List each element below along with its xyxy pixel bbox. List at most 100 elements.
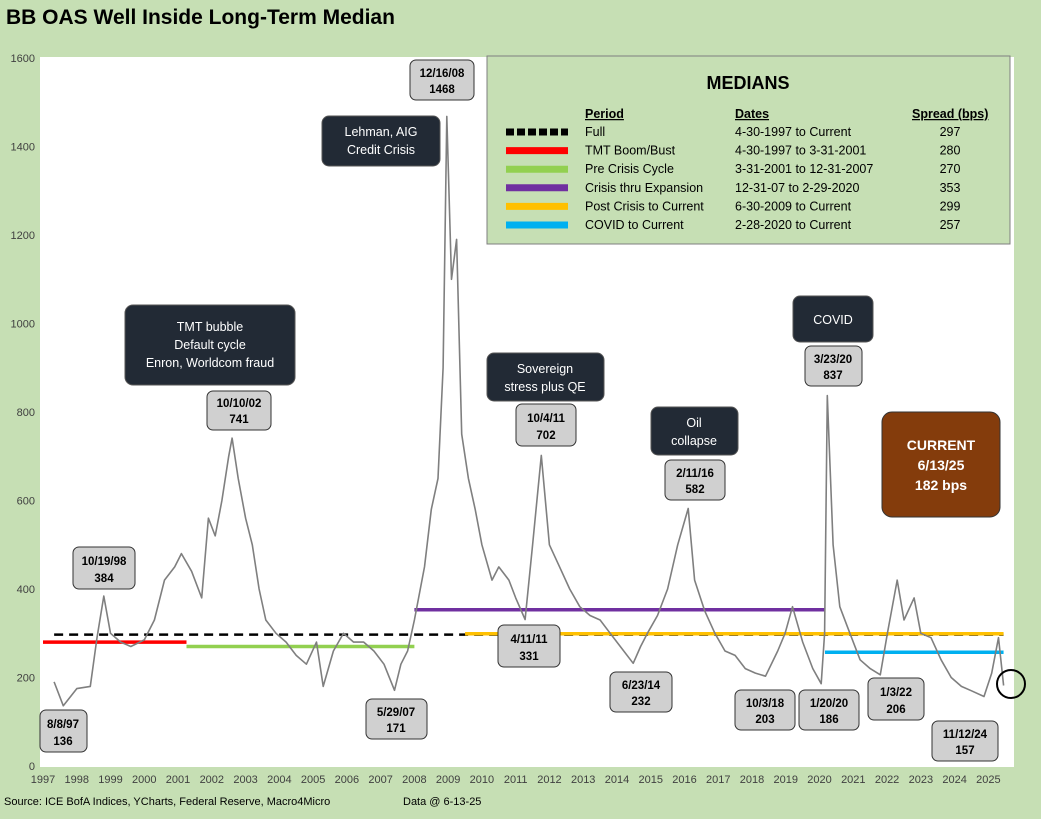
x-tick-label: 2017 [706,774,730,786]
point-label-box [39,709,88,753]
annotation-line: Default cycle [174,338,246,352]
legend-period: Post Crisis to Current [585,199,704,213]
point-label-1-3-22: 1/3/22 206 [867,677,925,721]
legend-spread: 297 [940,125,961,139]
point-label-date: 12/16/08 [420,68,465,80]
annotation-sovereign: Sovereign stress plus QE [486,352,605,402]
current-value: 182 bps [915,477,967,493]
point-label-value: 837 [823,370,842,382]
point-label-11-12-24: 11/12/24 157 [931,720,999,762]
legend-period: Crisis thru Expansion [585,181,703,195]
point-label-value: 582 [685,484,704,496]
current-marker-circle [996,669,1026,699]
point-label-5-29-07: 5/29/07 171 [365,698,428,740]
y-axis: 0 200 400 600 800 1000 1200 1400 1600 [11,53,35,773]
point-label-box [609,671,673,713]
bb-oas-series-line [53,115,1005,707]
legend-rows: Full 4-30-1997 to Current 297 TMT Boom/Bust… [506,125,960,232]
point-label-box [365,698,428,740]
x-tick-label: 2000 [132,774,156,786]
legend-dates: 3-31-2001 to 12-31-2007 [735,162,873,176]
legend-spread: 280 [940,144,961,158]
point-label-date: 10/19/98 [82,556,127,568]
x-tick-label: 2020 [807,774,831,786]
medians-legend: MEDIANS Period Dates Spread (bps) Full 4-… [486,55,1011,245]
point-label-date: 3/23/20 [814,354,852,366]
point-label-date: 10/3/18 [746,698,785,710]
annotation-line: Sovereign [517,362,573,376]
point-label-10-3-18: 10/3/18 203 [734,689,796,731]
point-label-date: 6/23/14 [622,680,661,692]
x-tick-label: 2023 [909,774,933,786]
legend-col-period: Period [585,107,624,121]
x-tick-label: 2018 [740,774,764,786]
point-label-box [206,390,272,431]
current-date: 6/13/25 [918,457,965,473]
current-box [881,411,1001,518]
annotation-box [650,406,739,456]
annotation-line: TMT bubble [177,320,244,334]
x-axis: 1997 1998 1999 2000 2001 2002 2003 2004 2005 2006… [31,774,1001,786]
point-label-10-10-02: 10/10/02 741 [206,390,272,431]
x-tick-label: 2014 [605,774,629,786]
point-label-10-4-11: 10/4/11 702 [515,403,577,447]
point-label-date: 10/4/11 [527,413,565,425]
point-label-date: 4/11/11 [510,634,548,646]
legend-period: TMT Boom/Bust [585,144,676,158]
annotation-line: collapse [671,434,717,448]
point-label-3-23-20: 3/23/20 837 [804,345,863,387]
annotation-line: stress plus QE [504,380,585,394]
annotation-box [321,115,441,167]
point-label-6-23-14: 6/23/14 232 [609,671,673,713]
point-label-1-20-20: 1/20/20 186 [798,689,860,731]
point-label-date: 5/29/07 [377,707,415,719]
x-tick-label: 2002 [200,774,224,786]
x-tick-label: 2015 [638,774,662,786]
annotation-line: Lehman, AIG [345,125,418,139]
legend-dates: 6-30-2009 to Current [735,199,852,213]
point-label-box [664,459,726,501]
data-date-note: Data @ 6-13-25 [403,796,482,808]
legend-spread: 270 [940,162,961,176]
annotation-box [486,352,605,402]
y-tick-label: 200 [17,673,35,685]
y-tick-label: 1400 [11,142,35,154]
legend-dates: 12-31-07 to 2-29-2020 [735,181,859,195]
x-tick-label: 2011 [504,774,528,786]
point-label-10-19-98: 10/19/98 384 [72,546,136,590]
point-label-value: 702 [536,430,555,442]
x-tick-label: 2006 [335,774,359,786]
y-tick-label: 800 [17,407,35,419]
point-label-4-11-11: 4/11/11 331 [497,624,561,668]
legend-dates: 2-28-2020 to Current [735,218,852,232]
x-tick-label: 1998 [65,774,89,786]
chart-title: BB OAS Well Inside Long-Term Median [6,6,395,29]
x-tick-label: 2009 [436,774,460,786]
annotation-line: COVID [813,313,853,327]
annotation-line: Oil [686,416,701,430]
legend-period: Full [585,125,605,139]
source-note: Source: ICE BofA Indices, YCharts, Feder… [4,796,331,808]
legend-spread: 299 [940,199,961,213]
annotation-lehman: Lehman, AIG Credit Crisis [321,115,441,167]
legend-dates: 4-30-1997 to Current [735,125,852,139]
point-label-box [497,624,561,668]
point-label-value: 171 [386,723,406,735]
point-label-date: 8/8/97 [47,719,79,731]
x-tick-label: 2001 [166,774,190,786]
x-tick-label: 2016 [672,774,696,786]
current-callout: CURRENT 6/13/25 182 bps [881,411,1001,518]
y-tick-label: 1000 [11,319,35,331]
x-tick-label: 2003 [233,774,257,786]
legend-col-dates: Dates [735,107,769,121]
x-tick-label: 1997 [31,774,55,786]
y-tick-label: 1200 [11,230,35,242]
annotation-line: Credit Crisis [347,143,415,157]
legend-heading: MEDIANS [706,73,789,93]
point-label-value: 741 [229,414,249,426]
y-tick-label: 1600 [11,53,35,65]
legend-box [486,55,1011,245]
point-label-value: 136 [53,736,72,748]
point-label-value: 384 [94,573,114,585]
point-label-box [734,689,796,731]
